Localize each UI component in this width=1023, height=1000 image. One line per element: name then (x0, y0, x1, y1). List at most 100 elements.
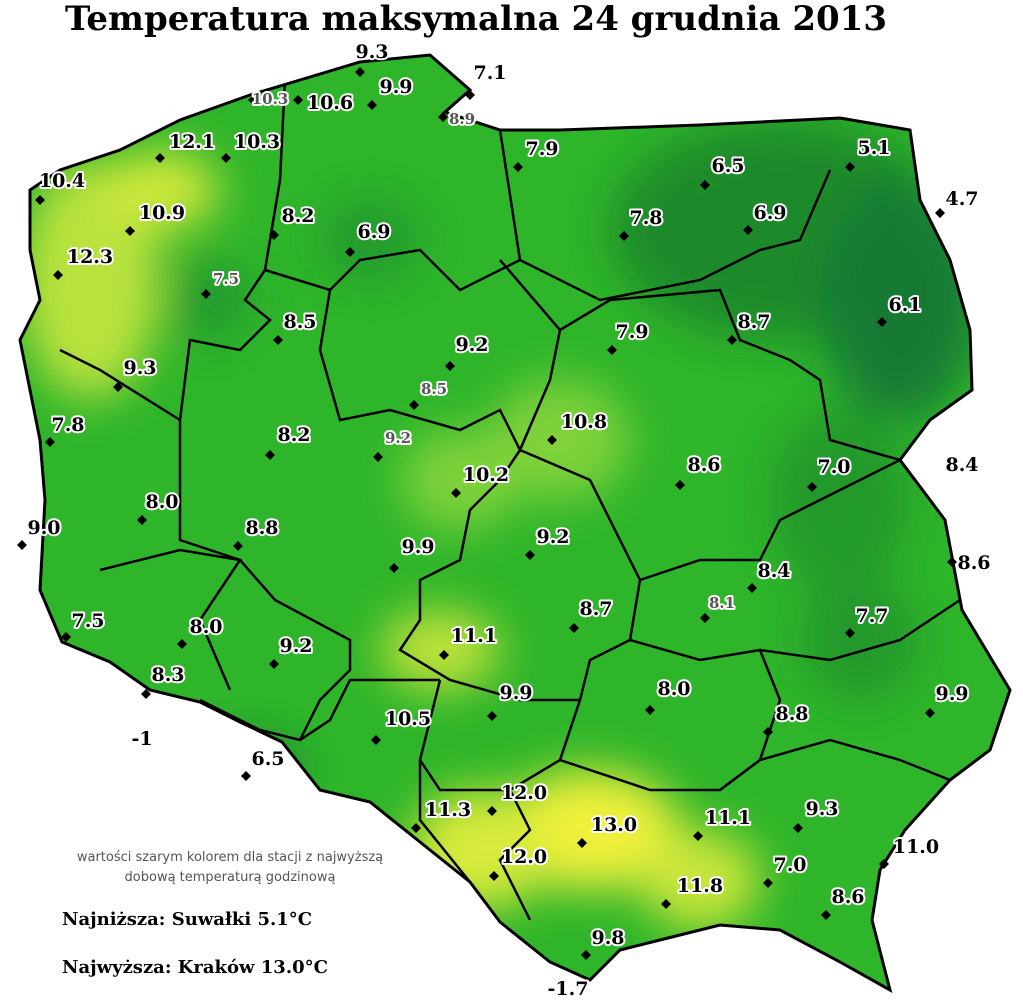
map-title: Temperatura maksymalna 24 grudnia 2013 (65, 0, 887, 39)
note-line: dobową temperaturą godzinową (125, 870, 336, 885)
station-value: 8.1 (709, 594, 735, 612)
station-value: 9.3 (805, 798, 838, 820)
station-value: 8.2 (281, 205, 314, 227)
station-value: 9.9 (379, 76, 412, 98)
station-value: 8.5 (421, 380, 447, 398)
station-value: 10.6 (307, 92, 353, 114)
station-value: 9.9 (935, 683, 968, 705)
station-marker (17, 540, 27, 550)
station-value: 7.0 (817, 456, 850, 478)
station-marker (411, 823, 421, 833)
station-marker (793, 823, 803, 833)
station-marker (747, 583, 757, 593)
station-marker (821, 910, 831, 920)
station-value: 8.8 (775, 703, 808, 725)
station-value: 9.8 (591, 927, 624, 949)
station-value: 8.6 (831, 886, 864, 908)
station-marker (293, 95, 303, 105)
station-value: 8.6 (957, 552, 990, 574)
station-value: 10.3 (252, 90, 289, 108)
station-marker (879, 859, 889, 869)
station-marker (935, 208, 945, 218)
station-marker (577, 838, 587, 848)
stations: 9.3 9.9 7.1 10.3 10.6 8.9 12.1 10.3 7.9 6.5 5.1 10.… (17, 39, 993, 1000)
station-value: 12.0 (501, 846, 547, 868)
station-value: 11.3 (425, 799, 471, 821)
station-value: 10.3 (234, 131, 280, 153)
station-marker (125, 226, 135, 236)
station-marker (155, 153, 165, 163)
station-marker (607, 345, 617, 355)
station-value: 7.9 (615, 321, 648, 343)
station-value: 7.7 (855, 605, 888, 627)
station-marker (743, 225, 753, 235)
station-value: 8.0 (657, 678, 690, 700)
station-marker (345, 247, 355, 257)
station-marker (451, 488, 461, 498)
station-marker (581, 950, 591, 960)
station-value: 11.0 (893, 836, 939, 858)
station-marker (45, 437, 55, 447)
highest-label: Najwyższa: Kraków 13.0°C (62, 957, 328, 978)
station-marker (947, 557, 957, 567)
station-marker (547, 435, 557, 445)
station-marker (137, 515, 147, 525)
station-value: 10.9 (139, 202, 185, 224)
station-marker (177, 639, 187, 649)
station-marker (53, 270, 63, 280)
station-marker (367, 100, 377, 110)
station-value: 4.7 (945, 188, 978, 210)
station-value: -1.7 (548, 978, 589, 1000)
station-value: 7.8 (629, 207, 662, 229)
station-marker (763, 878, 773, 888)
station-value: 8.5 (283, 311, 316, 333)
station-marker (241, 771, 251, 781)
station-value: 10.2 (463, 464, 509, 486)
station-marker (409, 400, 419, 410)
station-value: 9.2 (279, 635, 312, 657)
station-marker (113, 382, 123, 392)
station-value: 12.0 (501, 782, 547, 804)
station-marker (439, 650, 449, 660)
station-marker (763, 727, 773, 737)
station-value: 8.0 (145, 491, 178, 513)
station-marker (700, 180, 710, 190)
station-marker (693, 831, 703, 841)
station-value: 12.1 (169, 131, 215, 153)
station-value: 9.3 (355, 41, 388, 63)
station-value: 8.4 (757, 560, 790, 582)
station-marker (619, 231, 629, 241)
station-value: 8.3 (151, 664, 184, 686)
station-marker (845, 162, 855, 172)
station-marker (513, 162, 523, 172)
station-value: 8.8 (245, 517, 278, 539)
station-marker (221, 153, 231, 163)
station-value: 6.9 (753, 202, 786, 224)
station-value: 9.3 (123, 357, 156, 379)
station-value: 7.1 (473, 62, 506, 84)
station-value: 5.1 (857, 137, 890, 159)
station-value: 8.7 (737, 311, 770, 333)
station-marker (438, 112, 448, 122)
station-value: 9.0 (27, 517, 60, 539)
station-value: 11.1 (451, 625, 497, 647)
station-value: 8.6 (687, 454, 720, 476)
station-value: 7.8 (51, 414, 84, 436)
station-marker (61, 632, 71, 642)
station-value: 10.4 (39, 170, 85, 192)
station-marker (265, 450, 275, 460)
station-value: 10.8 (561, 411, 607, 433)
station-value: 12.3 (67, 246, 113, 268)
note-line: wartości szarym kolorem dla stacji z naj… (77, 850, 383, 865)
station-value: 7.9 (525, 138, 558, 160)
station-marker (233, 541, 243, 551)
station-marker (269, 659, 279, 669)
station-value: 8.0 (189, 616, 222, 638)
station-marker (465, 90, 475, 100)
station-value: 9.2 (455, 334, 488, 356)
station-value: 10.5 (385, 708, 431, 730)
station-value: 6.1 (888, 294, 921, 316)
station-value: 13.0 (591, 814, 637, 836)
station-marker (445, 361, 455, 371)
station-value: 6.9 (357, 221, 390, 243)
